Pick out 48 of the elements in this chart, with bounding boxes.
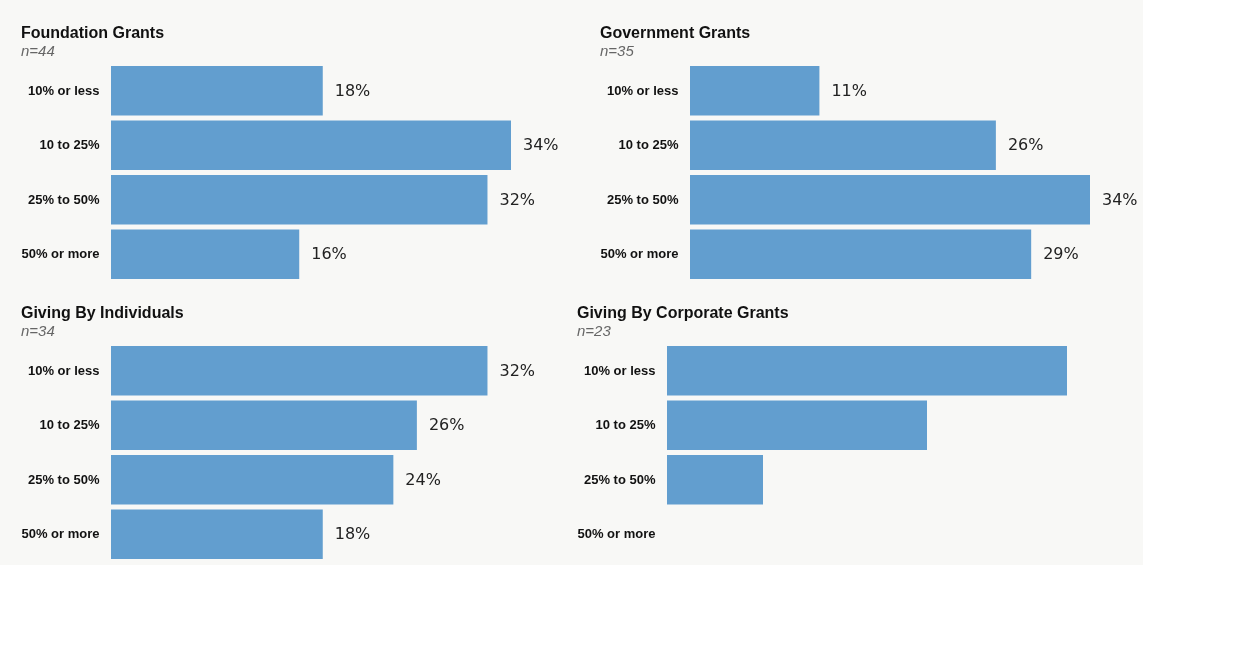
data-label: 16% (311, 244, 347, 264)
data-label: 26% (428, 415, 465, 435)
bar (111, 66, 323, 116)
y-tick-label: 10% or less (583, 362, 656, 378)
bar (111, 509, 323, 559)
data-label: 34% (523, 135, 559, 155)
bar (111, 346, 488, 396)
y-tick-label: 50% or more (577, 526, 656, 542)
chart-subtitle: n=44 (20, 42, 55, 59)
bar (111, 174, 488, 225)
data-label: 18% (334, 80, 371, 100)
data-label: 32% (499, 189, 536, 209)
y-tick-label: 25% to 50% (606, 191, 679, 207)
bar (690, 229, 1032, 279)
chart-subtitle: n=34 (20, 322, 55, 339)
bar (690, 66, 820, 116)
y-tick-label: 50% or more (21, 526, 100, 542)
y-tick-label: 10 to 25% (39, 417, 100, 433)
chart-title: Foundation Grants (20, 24, 165, 41)
chart-title: Government Grants (599, 24, 751, 41)
data-label: 11% (831, 80, 867, 100)
bar (690, 120, 996, 171)
data-label: 18% (334, 524, 371, 544)
y-tick-label: 50% or more (600, 246, 679, 262)
data-label: 29% (1043, 244, 1079, 264)
bar (111, 454, 394, 505)
bar (690, 174, 1090, 225)
bar (111, 229, 300, 279)
y-tick-label: 25% to 50% (27, 191, 100, 207)
chart-title: Giving By Individuals (20, 304, 184, 321)
bar (111, 120, 511, 171)
y-tick-label: 10% or less (27, 82, 100, 98)
chart-subtitle: n=35 (599, 42, 635, 59)
y-tick-label: 10% or less (27, 362, 100, 378)
y-tick-label: 10 to 25% (39, 137, 100, 153)
y-tick-label: 25% to 50% (27, 471, 100, 487)
chart-title: Giving By Corporate Grants (576, 304, 789, 321)
chart-subtitle: n=23 (576, 322, 612, 339)
y-tick-label: 10 to 25% (595, 417, 656, 433)
data-label: 24% (405, 469, 441, 489)
y-tick-label: 25% to 50% (583, 471, 656, 487)
y-tick-label: 10 to 25% (618, 137, 679, 153)
data-label: 32% (499, 360, 536, 380)
bar (111, 400, 417, 451)
data-label: 34% (1102, 189, 1138, 209)
y-tick-label: 50% or more (21, 246, 100, 262)
y-tick-label: 10% or less (606, 82, 679, 98)
data-label: 26% (1007, 135, 1044, 155)
